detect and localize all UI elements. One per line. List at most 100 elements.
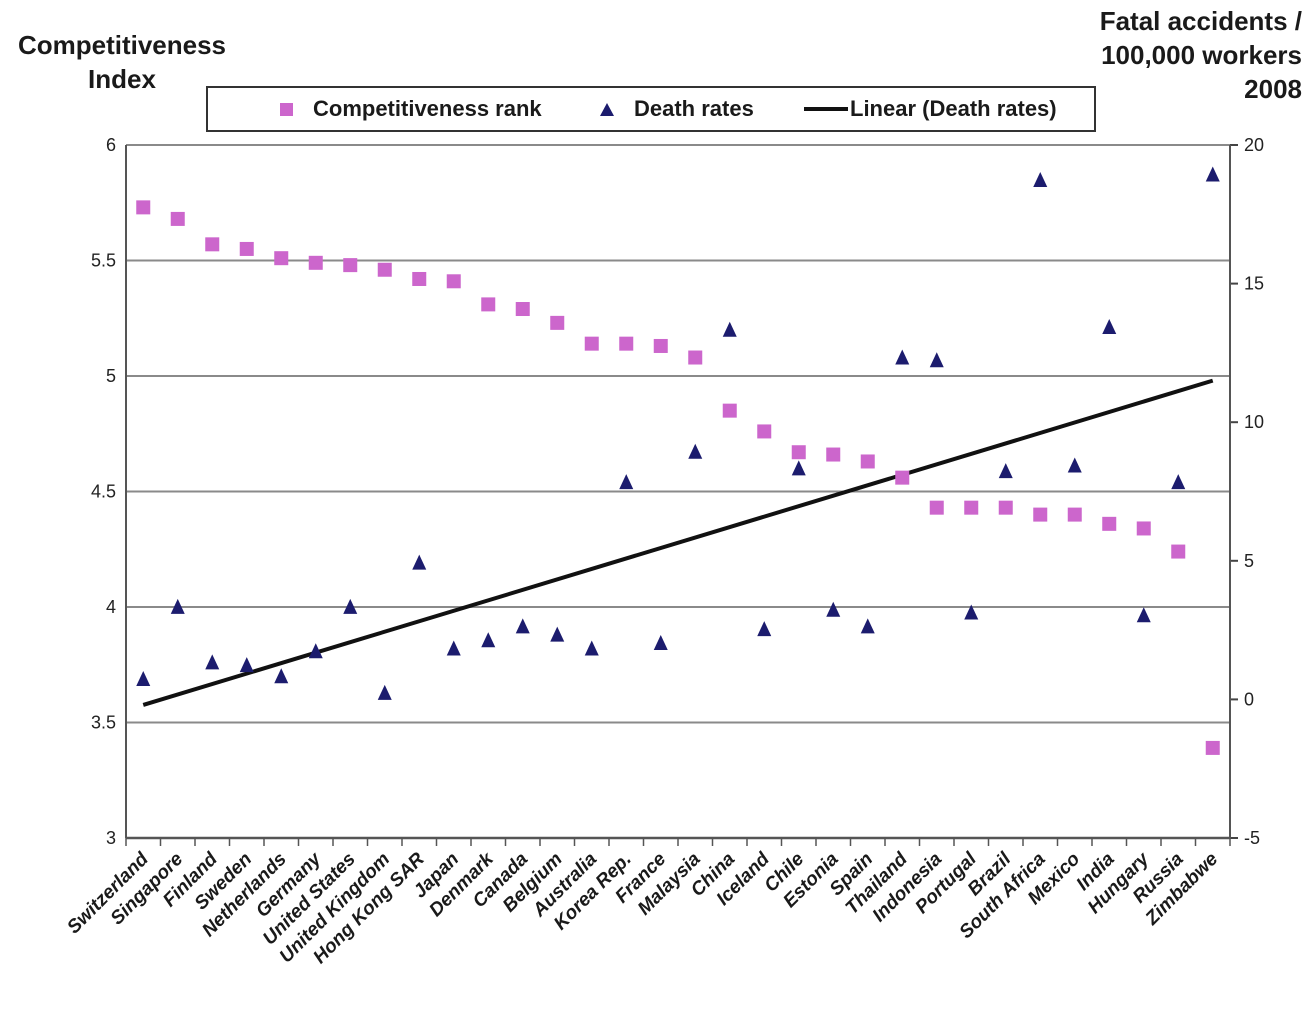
competitiveness-point <box>446 274 461 289</box>
legend: Competitiveness rank Death rates Linear … <box>206 86 1096 132</box>
y-right-tick-label: 10 <box>1244 412 1264 432</box>
y-left-tick-label: 3.5 <box>91 713 116 733</box>
death-rate-point <box>1102 318 1117 334</box>
death-rate-point <box>239 657 254 673</box>
death-rate-point <box>170 598 185 614</box>
y-right-title-line3: 2008 <box>1244 74 1302 104</box>
competitiveness-point <box>308 255 323 270</box>
axes <box>125 144 1238 846</box>
y-left-tick-label: 4.5 <box>91 482 116 502</box>
death-rate-point <box>308 643 323 659</box>
death-rate-point <box>274 668 289 684</box>
death-rate-point <box>688 443 703 459</box>
legend-item-competitiveness: Competitiveness rank <box>280 96 542 122</box>
competitiveness-point <box>205 237 220 252</box>
death-rate-point <box>619 474 634 490</box>
y-right-tick-label: -5 <box>1244 828 1260 848</box>
y-left-tick-label: 5 <box>106 366 116 386</box>
competitiveness-point <box>964 500 979 515</box>
death-rate-point <box>929 352 944 368</box>
y-left-title-line2: Index <box>88 64 156 94</box>
death-rate-point <box>964 604 979 620</box>
death-rate-point <box>757 621 772 637</box>
y-left-title-line1: Competitiveness <box>17 30 227 60</box>
competitiveness-point <box>1136 521 1151 536</box>
y-left-tick-label: 6 <box>106 135 116 155</box>
death-rate-point <box>136 670 151 686</box>
death-rate-point <box>205 654 220 670</box>
death-rate-point <box>791 460 806 476</box>
competitiveness-point <box>1171 544 1186 559</box>
competitiveness-point <box>412 271 427 286</box>
y-axis-left-title: Competitiveness Index <box>12 28 232 96</box>
y-right-title-line1: Fatal accidents / <box>1099 6 1302 36</box>
competitiveness-point <box>481 297 496 312</box>
legend-label-death-rates: Death rates <box>634 96 754 121</box>
death-rate-point <box>1067 457 1082 473</box>
triangle-marker-icon <box>600 102 614 116</box>
death-rate-point <box>653 634 668 650</box>
death-rate-point <box>377 684 392 700</box>
death-rate-point <box>1171 474 1186 490</box>
legend-item-linear: Linear (Death rates) <box>804 96 1057 122</box>
y-right-tick-label: 0 <box>1244 689 1254 709</box>
legend-item-death-rates: Death rates <box>600 96 754 122</box>
competitiveness-point <box>722 403 737 418</box>
competitiveness-point <box>895 470 910 485</box>
death-rate-point <box>998 463 1013 479</box>
death-rate-point <box>722 321 737 337</box>
competitiveness-point <box>170 211 185 226</box>
y-right-tick-label: 20 <box>1244 135 1264 155</box>
competitiveness-point <box>1067 507 1082 522</box>
death-rate-point <box>481 632 496 648</box>
trend-line-group <box>142 378 1214 707</box>
competitiveness-point <box>791 445 806 460</box>
y-left-tick-label: 5.5 <box>91 251 116 271</box>
competitiveness-point <box>653 338 668 353</box>
data-points <box>136 166 1220 755</box>
competitiveness-point <box>1102 516 1117 531</box>
competitiveness-point <box>550 315 565 330</box>
competitiveness-point <box>757 424 772 439</box>
competitiveness-point <box>688 350 703 365</box>
death-rate-point <box>895 349 910 365</box>
death-rate-point <box>1033 172 1048 188</box>
y-left-tick-label: 3 <box>106 828 116 848</box>
death-rate-point <box>412 554 427 570</box>
competitiveness-point <box>584 336 599 351</box>
y-right-title-line2: 100,000 workers <box>1101 40 1302 70</box>
gridlines <box>126 144 1230 839</box>
competitiveness-point <box>860 454 875 469</box>
square-marker-icon <box>280 102 293 116</box>
competitiveness-point <box>929 500 944 515</box>
competitiveness-point <box>1205 740 1220 755</box>
death-rate-point <box>1205 166 1220 182</box>
legend-label-competitiveness: Competitiveness rank <box>313 96 542 121</box>
competitiveness-point <box>826 447 841 462</box>
competitiveness-point <box>377 262 392 277</box>
y-right-tick-label: 15 <box>1244 274 1264 294</box>
competitiveness-point <box>515 302 530 317</box>
competitiveness-point <box>239 241 254 256</box>
y-right-tick-label: 5 <box>1244 551 1254 571</box>
competitiveness-point <box>1033 507 1048 522</box>
competitiveness-point <box>619 336 634 351</box>
death-rate-point <box>550 626 565 642</box>
death-rate-point <box>860 618 875 634</box>
competitiveness-point <box>998 500 1013 515</box>
death-rate-point <box>343 598 358 614</box>
death-rate-point <box>515 618 530 634</box>
competitiveness-point <box>274 251 289 266</box>
y-axis-right-title: Fatal accidents / 100,000 workers 2008 <box>1062 4 1302 106</box>
competitiveness-point <box>136 200 151 215</box>
death-rate-point <box>826 601 841 617</box>
death-rate-point <box>1136 607 1151 623</box>
legend-label-linear: Linear (Death rates) <box>850 96 1057 121</box>
competitiveness-point <box>343 258 358 273</box>
death-rate-point <box>584 640 599 656</box>
death-rate-point <box>446 640 461 656</box>
trend-line <box>142 378 1214 707</box>
line-marker-icon <box>804 107 848 111</box>
y-left-tick-label: 4 <box>106 597 116 617</box>
